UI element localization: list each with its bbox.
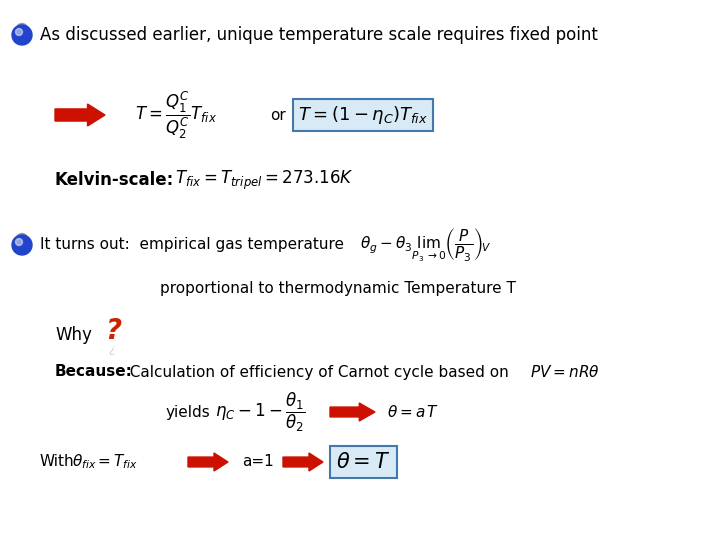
- Text: Calculation of efficiency of Carnot cycle based on: Calculation of efficiency of Carnot cycl…: [120, 364, 509, 380]
- Circle shape: [17, 24, 27, 35]
- Text: a=1: a=1: [242, 455, 274, 469]
- Polygon shape: [283, 453, 323, 471]
- Text: $T_{fix} =T_{tripel}=273.16K$: $T_{fix} =T_{tripel}=273.16K$: [175, 168, 354, 192]
- Text: As discussed earlier, unique temperature scale requires fixed point: As discussed earlier, unique temperature…: [40, 26, 598, 44]
- Polygon shape: [330, 403, 375, 421]
- Text: ?: ?: [107, 341, 114, 354]
- Circle shape: [12, 25, 32, 45]
- Circle shape: [17, 233, 27, 245]
- Polygon shape: [55, 104, 105, 126]
- Text: With: With: [40, 455, 75, 469]
- Text: or: or: [270, 107, 286, 123]
- Circle shape: [16, 239, 22, 246]
- Text: $\eta_C -1 - \dfrac{\theta_1}{\theta_2}$: $\eta_C -1 - \dfrac{\theta_1}{\theta_2}$: [215, 390, 305, 434]
- Circle shape: [16, 29, 22, 36]
- Text: Because:: Because:: [55, 364, 133, 380]
- Text: It turns out:  empirical gas temperature: It turns out: empirical gas temperature: [40, 238, 344, 253]
- Text: $T = \dfrac{Q_1^C}{Q_2^C}T_{fix}$: $T = \dfrac{Q_1^C}{Q_2^C}T_{fix}$: [135, 89, 217, 141]
- Text: proportional to thermodynamic Temperature T: proportional to thermodynamic Temperatur…: [160, 280, 516, 295]
- Text: $\theta_{fix} = T_{fix}$: $\theta_{fix} = T_{fix}$: [72, 453, 138, 471]
- Text: ?: ?: [105, 317, 121, 345]
- Text: $T = (1 - \eta_C )T_{fix}$: $T = (1 - \eta_C )T_{fix}$: [298, 104, 428, 126]
- Text: $\theta = a\,T$: $\theta = a\,T$: [387, 404, 439, 420]
- Text: $\theta = T$: $\theta = T$: [336, 452, 390, 472]
- Text: $PV = nR\theta$: $PV = nR\theta$: [530, 364, 600, 380]
- Circle shape: [12, 235, 32, 255]
- Text: Kelvin-scale:: Kelvin-scale:: [55, 171, 174, 189]
- Text: Why: Why: [55, 326, 92, 344]
- Text: $\theta_g - \theta_3 \lim_{P_3 \to 0}\left(\dfrac{P}{P_3}\right)_{\!V}$: $\theta_g - \theta_3 \lim_{P_3 \to 0}\le…: [360, 226, 491, 264]
- Polygon shape: [188, 453, 228, 471]
- Text: yields: yields: [165, 404, 210, 420]
